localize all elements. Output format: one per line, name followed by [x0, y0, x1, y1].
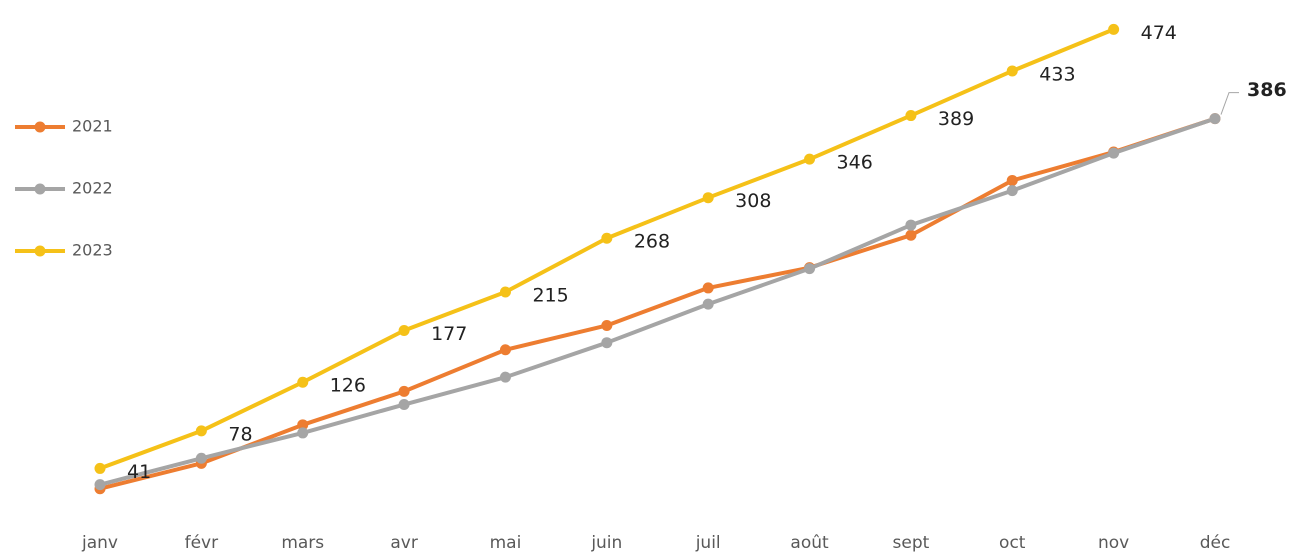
legend-marker — [34, 245, 46, 257]
x-tick-label: juil — [695, 533, 721, 553]
x-tick-label: mars — [281, 533, 324, 553]
x-tick-label: août — [790, 533, 829, 553]
legend-label: 2023 — [72, 241, 113, 260]
marker — [398, 325, 410, 337]
marker — [601, 319, 613, 331]
legend-marker — [34, 183, 46, 195]
marker — [601, 337, 613, 349]
marker — [499, 371, 511, 383]
legend-label: 2022 — [72, 179, 113, 198]
marker — [1006, 185, 1018, 197]
legend-marker — [34, 121, 46, 133]
data-label: 177 — [431, 323, 467, 345]
x-tick-label: mai — [490, 533, 522, 553]
data-label: 78 — [228, 423, 252, 445]
data-label: 433 — [1039, 63, 1075, 85]
marker — [1006, 65, 1018, 77]
series-line — [99, 116, 1216, 487]
marker — [1108, 147, 1120, 159]
marker — [702, 298, 714, 310]
marker — [195, 425, 207, 437]
data-label: 41 — [127, 461, 151, 483]
x-tick-label: sept — [893, 533, 930, 553]
series-line — [99, 116, 1216, 491]
data-label: 346 — [837, 152, 873, 174]
marker — [94, 462, 106, 474]
marker — [297, 419, 309, 431]
marker — [804, 263, 816, 275]
x-tick-label: juin — [590, 533, 622, 553]
marker — [398, 385, 410, 397]
marker — [702, 192, 714, 204]
marker — [195, 452, 207, 464]
marker — [905, 110, 917, 122]
marker — [499, 344, 511, 356]
marker — [601, 232, 613, 244]
data-label: 308 — [735, 190, 771, 212]
series-line — [99, 27, 1115, 471]
x-tick-label: oct — [999, 533, 1026, 553]
x-tick-label: nov — [1098, 533, 1129, 553]
marker — [499, 286, 511, 298]
marker — [1209, 113, 1221, 125]
marker — [702, 282, 714, 294]
x-tick-label: janv — [81, 533, 118, 553]
marker — [804, 153, 816, 165]
marker — [297, 427, 309, 439]
marker — [398, 399, 410, 411]
data-label: 215 — [532, 284, 568, 306]
x-tick-label: févr — [185, 533, 219, 553]
data-label: 386 — [1247, 79, 1287, 101]
marker — [94, 479, 106, 491]
data-label: 389 — [938, 108, 974, 130]
x-tick-label: déc — [1200, 533, 1231, 553]
data-label: 126 — [330, 375, 366, 397]
marker — [905, 219, 917, 231]
marker — [905, 229, 917, 241]
marker — [297, 376, 309, 388]
x-tick-label: avr — [390, 533, 417, 553]
data-label: 474 — [1141, 22, 1177, 44]
leader-line — [1220, 92, 1239, 115]
marker — [1108, 23, 1120, 35]
marker — [1006, 174, 1018, 186]
data-label: 268 — [634, 231, 670, 253]
legend-label: 2021 — [72, 117, 113, 136]
